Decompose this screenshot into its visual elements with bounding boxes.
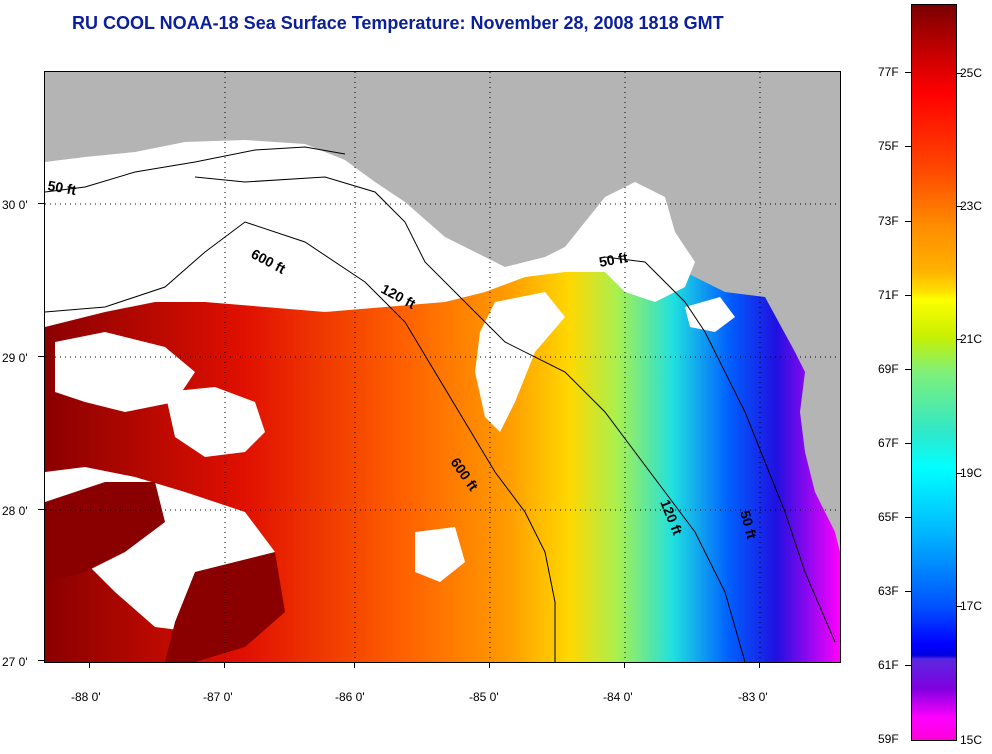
colorbar-tick bbox=[905, 443, 911, 444]
cloud-mask-north bbox=[45, 140, 695, 327]
latitude-label-30: 30 0' bbox=[2, 198, 28, 212]
colorbar-label-17c: 17C bbox=[960, 599, 983, 613]
colorbar-label-25c: 25C bbox=[960, 66, 983, 80]
contour-label-50ft-northwest: 50 ft bbox=[46, 177, 77, 198]
cloud-patch-west-1 bbox=[55, 332, 195, 412]
longitude-label-84: -84 0' bbox=[603, 690, 633, 704]
colorbar-tick bbox=[956, 606, 962, 607]
colorbar-label-21c: 21C bbox=[960, 332, 983, 346]
lon-tick bbox=[354, 662, 355, 668]
cloud-patch-south bbox=[415, 527, 465, 582]
colorbar-tick bbox=[905, 591, 911, 592]
longitude-label-86: -86 0' bbox=[335, 690, 365, 704]
colorbar-label-61f: 61F bbox=[878, 658, 899, 672]
lon-tick bbox=[489, 662, 490, 668]
colorbar-label-63f: 63F bbox=[878, 584, 899, 598]
cloud-patch-central bbox=[475, 292, 565, 432]
contour-50ft-east bbox=[604, 256, 836, 643]
lat-tick bbox=[38, 509, 44, 510]
colorbar-tick bbox=[956, 73, 962, 74]
colorbar-tick bbox=[905, 146, 911, 147]
colorbar-label-59f: 59F bbox=[878, 732, 899, 746]
colorbar-tick bbox=[956, 206, 962, 207]
colorbar-tick bbox=[905, 221, 911, 222]
colorbar-tick bbox=[956, 473, 962, 474]
contour-label-50ft-northeast: 50 ft bbox=[598, 249, 629, 270]
latitude-label-27: 27 0' bbox=[2, 655, 28, 669]
longitude-label-88: -88 0' bbox=[71, 690, 101, 704]
colorbar-label-19c: 19C bbox=[960, 466, 983, 480]
colorbar-label-65f: 65F bbox=[878, 510, 899, 524]
colorbar-label-23c: 23C bbox=[960, 199, 983, 213]
colorbar-tick bbox=[905, 72, 911, 73]
colorbar-label-75f: 75F bbox=[878, 139, 899, 153]
contour-label-50ft-southeast: 50 ft bbox=[737, 509, 760, 541]
lat-tick bbox=[38, 660, 44, 661]
lat-tick bbox=[38, 356, 44, 357]
sst-map: 50 ft 600 ft 120 ft 50 ft 600 ft 120 ft … bbox=[44, 71, 841, 663]
lon-tick bbox=[759, 662, 760, 668]
lon-tick bbox=[89, 662, 90, 668]
colorbar-tick bbox=[905, 369, 911, 370]
colorbar-label-73f: 73F bbox=[878, 214, 899, 228]
lon-tick bbox=[624, 662, 625, 668]
cloud-patch-east bbox=[685, 297, 735, 332]
colorbar-label-77f: 77F bbox=[878, 65, 899, 79]
cloud-patch-west-3 bbox=[165, 387, 265, 457]
colorbar-tick bbox=[956, 339, 962, 340]
lat-tick bbox=[38, 203, 44, 204]
colorbar-label-15c: 15C bbox=[960, 733, 983, 747]
colorbar-tick bbox=[905, 665, 911, 666]
graticule bbox=[45, 72, 840, 662]
contour-50ft-north bbox=[45, 146, 346, 193]
longitude-label-83: -83 0' bbox=[738, 690, 768, 704]
longitude-label-85: -85 0' bbox=[469, 690, 499, 704]
contour-600ft-west bbox=[45, 221, 556, 662]
temperature-colorbar bbox=[911, 4, 957, 741]
colorbar-label-67f: 67F bbox=[878, 436, 899, 450]
latitude-label-29: 29 0' bbox=[2, 351, 28, 365]
colorbar-tick bbox=[905, 295, 911, 296]
colorbar-label-69f: 69F bbox=[878, 362, 899, 376]
warm-core-southwest bbox=[45, 482, 165, 582]
sst-map-canvas: 50 ft 600 ft 120 ft 50 ft 600 ft 120 ft … bbox=[45, 72, 840, 662]
image-title: RU COOL NOAA-18 Sea Surface Temperature:… bbox=[72, 13, 724, 33]
colorbar-tick bbox=[905, 517, 911, 518]
colorbar-label-71f: 71F bbox=[878, 288, 899, 302]
latitude-label-28: 28 0' bbox=[2, 504, 28, 518]
lon-tick bbox=[224, 662, 225, 668]
longitude-label-87: -87 0' bbox=[203, 690, 233, 704]
contour-120ft bbox=[194, 176, 746, 662]
